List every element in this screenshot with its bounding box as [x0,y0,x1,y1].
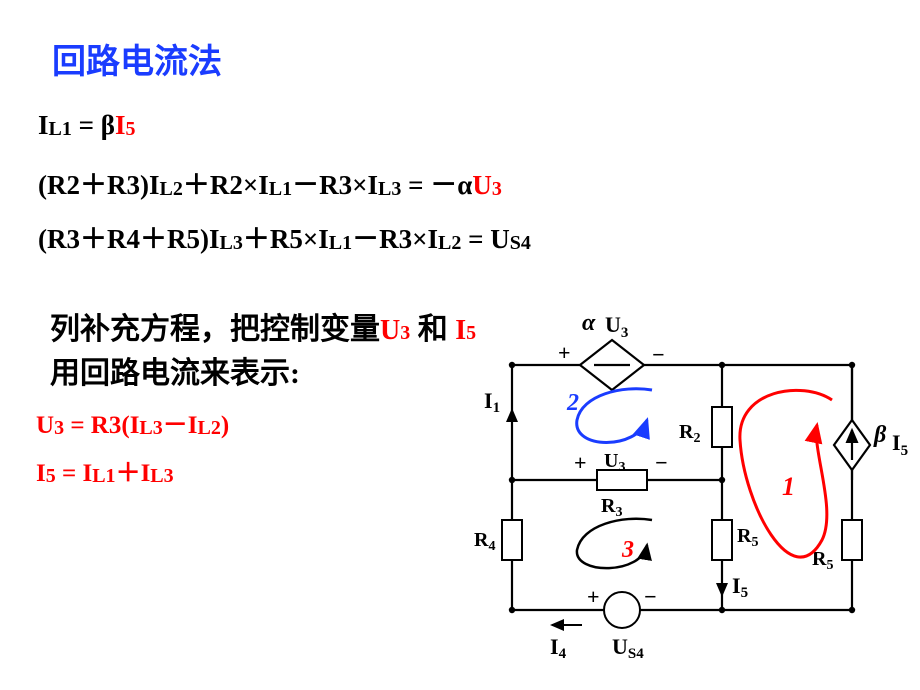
eq2-l2: L2 [160,178,183,200]
eq3-d: = U [461,224,509,254]
eq3-c: －R3×I [352,224,438,254]
eq3-l2: L2 [438,232,461,254]
note-i5: I5 [455,315,476,346]
eq2-d: = －α [401,170,472,200]
re-u3c: = R3(I [64,412,139,439]
u3-mid-plus: + [574,450,587,475]
equation-2: (R2＋R3)IL2＋R2×IL1－R3×IL3 = －αU3 [38,163,502,202]
r2-label: R2 [679,421,700,446]
alpha-u3-minus: − [652,342,665,367]
equation-3: (R3＋R4＋R5)IL3＋R5×IL1－R3×IL2 = US4 [38,217,531,256]
red-equation-u3: U3 = R3(IL3－IL2) [36,405,229,441]
note-u3: U3 [380,315,410,346]
r3-label: R3 [601,495,622,520]
eq2-u3a: U [472,170,492,200]
beta-label: β [873,422,887,448]
eq3-s4: S4 [510,232,531,254]
supplementary-note: 列补充方程，把控制变量U3 和 I5 用回路电流来表示: [50,308,476,395]
eq2-l3: L3 [378,178,401,200]
note-pre: 列补充方程，把控制变量 [50,313,380,346]
u3-mid-minus: − [655,450,668,475]
i1-label: I1 [484,388,500,416]
alpha-u3-plus: + [558,340,571,365]
eq2-u3b: 3 [492,178,502,200]
eq2-l1: L1 [269,178,292,200]
eq1-sub5: 5 [126,118,136,140]
u3-mid-label: U3 [604,450,625,475]
re-u3a: U [36,412,54,439]
r4-label: R4 [474,529,495,554]
loop1-label: 1 [782,472,795,501]
i5-label: I5 [732,573,748,601]
u3-top-label: U3 [605,312,628,341]
eq1-mid: = β [79,110,115,140]
eq3-a: (R3＋R4＋R5)I [38,224,220,254]
re-i5e: ＋I [116,460,151,487]
us4-plus: + [587,584,600,609]
re-i5c: = I [56,460,92,487]
re-u3f: L2 [198,417,221,439]
page-title: 回路电流法 [52,34,222,83]
re-u3b: 3 [54,417,64,439]
us4-label: US4 [612,634,644,662]
eq2-a: (R2＋R3)I [38,170,160,200]
alpha-label: α [582,310,596,336]
eq3-l1: L1 [329,232,352,254]
re-i5f: L3 [150,465,173,487]
eq1-sub-l1: L1 [49,118,72,140]
eq1-i: I [115,110,126,140]
note-line2: 用回路电流来表示: [50,357,300,390]
circuit-diagram: + − α U3 β I5 R2 R3 + − U3 R4 R5 R5 + − … [482,310,892,670]
r5-label: R5 [737,525,758,550]
re-i5a: I [36,460,46,487]
eq1-pre: I [38,110,49,140]
re-u3e: －I [163,412,198,439]
note-mid: 和 [410,313,455,346]
eq2-c: －R3×I [292,170,378,200]
loop2-label: 2 [566,390,579,416]
re-u3d: L3 [139,417,162,439]
i4-label: I4 [550,634,567,662]
re-u3g: ) [221,412,229,439]
i5-right-label: I5 [892,430,908,459]
re-i5d: L1 [92,465,115,487]
us4-minus: − [644,584,657,609]
loop3-label: 3 [621,537,634,563]
equation-1: IL1 = βI5 [38,110,136,141]
eq2-b: ＋R2×I [183,170,269,200]
eq3-l3: L3 [220,232,243,254]
re-i5b: 5 [46,465,56,487]
red-equation-i5: I5 = IL1＋IL3 [36,453,174,489]
eq3-b: ＋R5×I [243,224,329,254]
